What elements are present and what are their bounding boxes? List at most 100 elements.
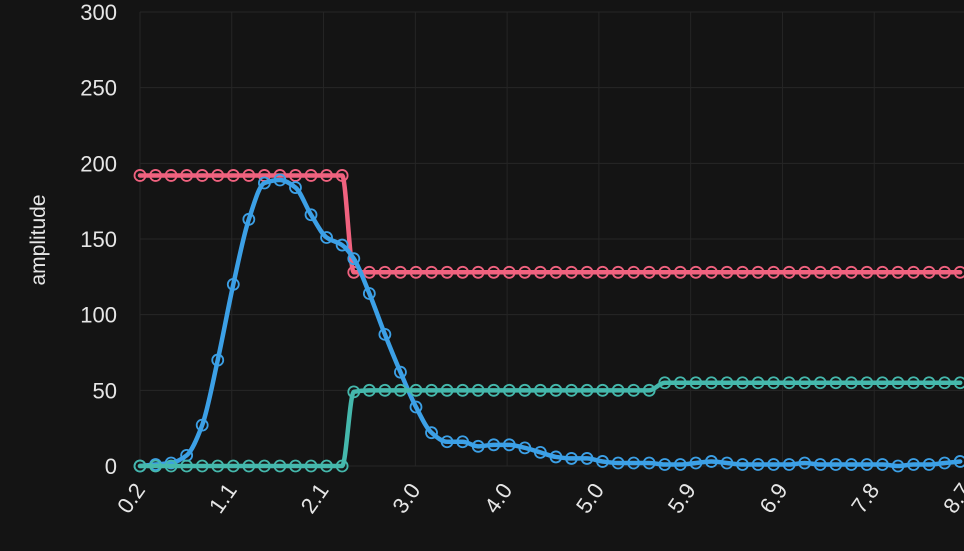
x-tick-label: 6.9 [755, 479, 793, 518]
data-point [335, 238, 349, 252]
data-point [180, 459, 194, 473]
data-point [456, 383, 470, 397]
data-point [720, 265, 734, 279]
series-line [137, 177, 963, 469]
data-point [180, 169, 194, 182]
data-point [456, 435, 470, 449]
data-point [394, 265, 407, 279]
y-tick-label: 200 [80, 151, 117, 176]
data-point [164, 169, 178, 182]
data-point [289, 459, 302, 473]
data-point [425, 426, 438, 440]
data-point [289, 181, 302, 194]
data-point [257, 459, 271, 473]
data-point [487, 265, 501, 279]
data-point [471, 383, 485, 397]
series-line [137, 173, 963, 275]
series-layer [133, 169, 964, 473]
data-point [844, 376, 858, 390]
data-point [907, 458, 920, 471]
data-point [409, 400, 423, 414]
data-point [736, 376, 749, 390]
data-point [320, 459, 333, 473]
y-axis-title: amplitude [27, 194, 50, 285]
data-point [611, 383, 625, 397]
data-point [938, 456, 952, 470]
data-point [751, 376, 765, 390]
data-point [409, 265, 423, 279]
data-point [736, 265, 749, 279]
data-point [798, 265, 812, 279]
y-tick-label: 100 [80, 303, 117, 328]
data-point [273, 459, 287, 473]
series-2 [133, 173, 964, 473]
data-point [782, 376, 796, 390]
data-point [471, 439, 485, 453]
data-point [922, 265, 936, 279]
data-point [518, 265, 532, 279]
data-point [891, 376, 905, 390]
data-point [596, 383, 609, 397]
data-point [782, 458, 796, 471]
x-tick-label: 8.7 [938, 479, 964, 518]
y-tick-label: 150 [80, 227, 117, 252]
data-point [549, 383, 563, 397]
data-point [456, 265, 470, 279]
data-point [642, 383, 656, 397]
grid [139, 11, 964, 467]
x-tick-label: 4.0 [479, 479, 517, 518]
data-point [813, 265, 827, 279]
data-point [627, 456, 641, 470]
data-point [658, 458, 672, 471]
data-point [938, 376, 952, 390]
data-point [689, 265, 703, 279]
data-point [813, 458, 827, 471]
data-point [782, 265, 796, 279]
data-point [813, 376, 827, 390]
data-point [149, 459, 162, 473]
data-point [304, 208, 318, 222]
data-point [518, 383, 532, 397]
data-point [860, 376, 874, 390]
data-point [362, 265, 376, 279]
data-point [907, 265, 920, 279]
data-point [533, 445, 547, 459]
data-point [704, 376, 718, 390]
data-point [565, 383, 578, 397]
data-point [829, 376, 843, 390]
data-point [226, 169, 240, 182]
data-point [226, 459, 240, 473]
data-point [876, 376, 889, 390]
data-point [347, 385, 361, 399]
x-tick-label: 5.9 [663, 479, 701, 518]
data-point [829, 458, 843, 471]
data-point [891, 265, 905, 279]
data-point [133, 169, 147, 182]
data-point [378, 383, 392, 397]
data-point [844, 458, 858, 471]
data-point [487, 383, 501, 397]
data-point [304, 459, 318, 473]
series-3 [133, 376, 964, 473]
data-point [751, 265, 765, 279]
data-point [673, 458, 687, 471]
data-point [347, 252, 361, 266]
data-point [642, 456, 656, 470]
data-point [642, 265, 656, 279]
data-point [362, 383, 376, 397]
data-point [425, 383, 438, 397]
y-tick-label: 50 [93, 378, 117, 403]
data-point [425, 265, 438, 279]
data-point [394, 365, 407, 379]
data-point [409, 383, 423, 397]
data-point [953, 376, 964, 390]
data-point [720, 456, 734, 470]
data-point [580, 452, 594, 465]
x-tick-label: 7.8 [846, 479, 884, 518]
data-point [394, 383, 407, 397]
data-point [362, 287, 376, 300]
data-point [673, 376, 687, 390]
data-point [704, 455, 718, 468]
x-axis: 0.2 1.1 2.1 3.0 4.0 5.0 5.9 6.9 7.8 8.7 [112, 479, 964, 518]
